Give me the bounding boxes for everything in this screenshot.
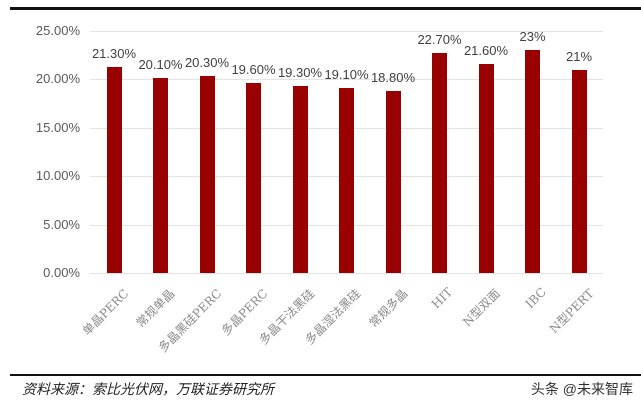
data-label: 20.10% — [138, 57, 183, 73]
data-label: 23% — [519, 29, 546, 45]
x-tick-label: 常规多晶 — [366, 286, 411, 331]
bar — [292, 86, 308, 273]
x-tick-label: 常规单晶 — [133, 286, 178, 331]
data-label: 19.30% — [277, 65, 323, 81]
y-tick-label: 10.00% — [35, 168, 80, 183]
y-tick-label: 15.00% — [35, 120, 80, 135]
x-tick-label: HIT — [429, 285, 456, 312]
x-tick-label: IBC — [522, 285, 549, 312]
data-label: 21.30% — [91, 45, 137, 61]
y-tick-label: 20.00% — [35, 71, 80, 86]
bar — [525, 50, 540, 273]
data-label: 22.70% — [417, 32, 462, 48]
data-label: 19.10% — [324, 67, 369, 83]
x-tick-label: N型PERT — [546, 286, 597, 337]
y-tick-label: 25.00% — [35, 23, 80, 38]
data-label: 20.30% — [184, 55, 230, 71]
watermark: 头条 @未来智库 — [530, 381, 633, 397]
data-label: 18.80% — [370, 70, 416, 86]
bottom-rule — [10, 374, 641, 376]
gridline — [90, 79, 603, 80]
x-tick-label: N型双面 — [460, 286, 504, 330]
data-label: 19.60% — [231, 62, 276, 78]
bar — [153, 78, 168, 273]
data-label: 21.60% — [463, 42, 509, 58]
x-tick-label: 单晶PERC — [79, 286, 132, 339]
source-note: 资料来源：索比光伏网，万联证券研究所 — [22, 382, 274, 398]
bar — [246, 83, 261, 273]
bar — [478, 63, 494, 273]
bar-chart: 0.00% 5.00% 10.00% 15.00% 20.00% 25.00% 21.30%… — [35, 23, 603, 355]
data-label: 21% — [565, 48, 593, 64]
bar — [432, 53, 447, 273]
bar — [339, 88, 354, 273]
gridline — [90, 31, 603, 32]
y-tick-label: 0.00% — [43, 265, 80, 280]
gridline — [90, 273, 603, 274]
bar — [106, 66, 122, 273]
bar — [385, 91, 401, 273]
bar — [199, 76, 215, 273]
top-rule — [10, 7, 641, 10]
y-tick-label: 5.00% — [43, 217, 80, 232]
bar — [571, 69, 587, 273]
